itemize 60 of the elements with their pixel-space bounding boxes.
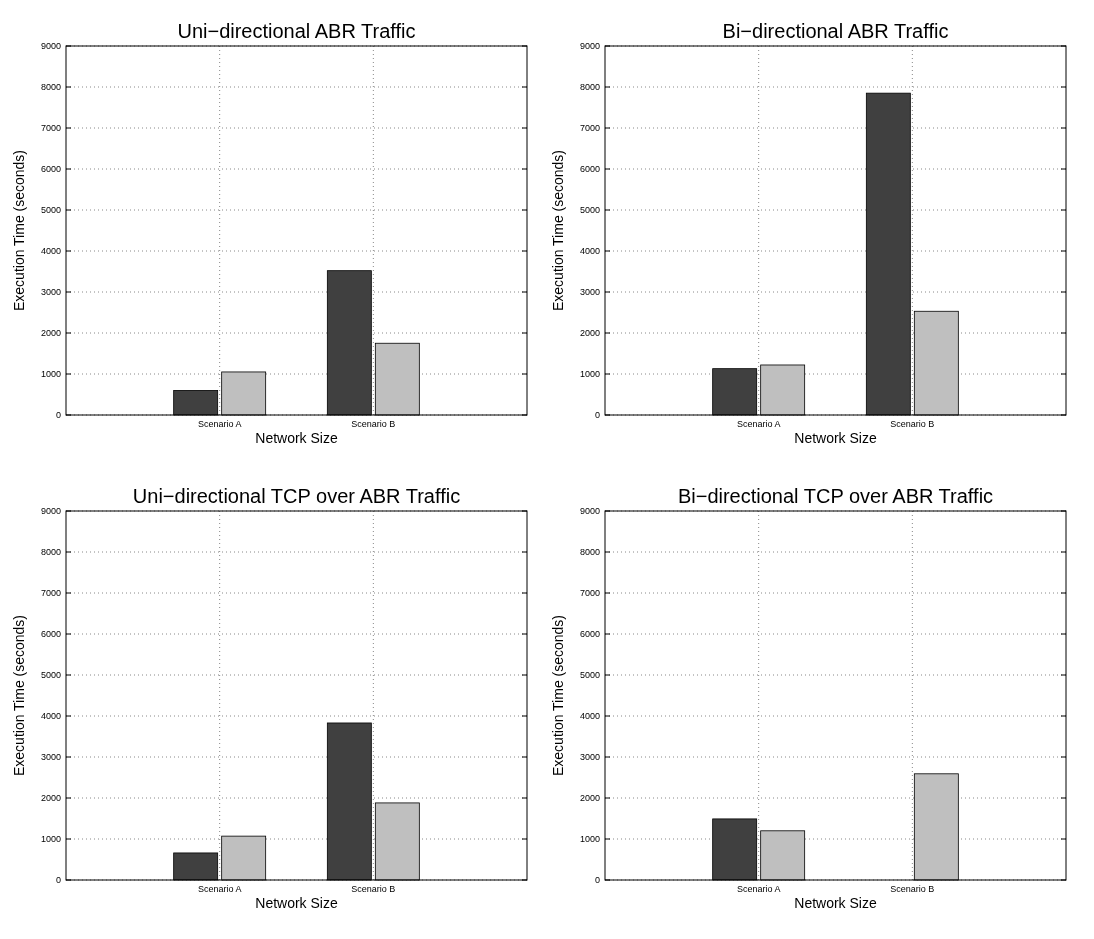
- y-tick-label: 3000: [579, 287, 600, 298]
- y-tick-label: 8000: [40, 547, 61, 558]
- y-tick-label: 4000: [40, 711, 61, 722]
- y-axis-title: Execution Time (seconds): [550, 614, 566, 777]
- x-tick-label: Scenario B: [351, 419, 396, 429]
- chart-title: Uni−directional TCP over ABR Traffic: [132, 485, 461, 507]
- x-axis-title: Network Size: [794, 430, 877, 446]
- y-tick-label: 1000: [40, 369, 61, 380]
- y-tick-label: 3000: [579, 752, 600, 763]
- y-tick-label: 4000: [40, 246, 61, 257]
- x-axis-title: Network Size: [255, 430, 338, 446]
- y-tick-label: 5000: [579, 670, 600, 681]
- y-tick-label: 2000: [40, 793, 61, 804]
- y-tick-label: 4000: [579, 246, 600, 257]
- y-tick-label: 6000: [579, 629, 600, 640]
- y-tick-label: 8000: [579, 82, 600, 93]
- y-tick-label: 0: [55, 410, 61, 421]
- y-tick-label: 6000: [579, 164, 600, 175]
- x-axis-title: Network Size: [255, 895, 338, 911]
- x-tick-label: Scenario B: [890, 884, 935, 894]
- y-tick-label: 8000: [579, 547, 600, 558]
- x-tick-label: Scenario A: [197, 419, 242, 429]
- y-tick-label: 1000: [579, 369, 600, 380]
- y-tick-label: 5000: [579, 205, 600, 216]
- x-tick-label: Scenario B: [890, 419, 935, 429]
- y-axis-title: Execution Time (seconds): [11, 149, 27, 312]
- y-tick-label: 2000: [40, 328, 61, 339]
- chart-title: Bi−directional TCP over ABR Traffic: [677, 485, 994, 507]
- y-tick-label: 8000: [40, 82, 61, 93]
- y-axis-title: Execution Time (seconds): [11, 614, 27, 777]
- y-tick-label: 9000: [579, 41, 600, 52]
- y-tick-label: 0: [594, 875, 600, 886]
- y-tick-label: 9000: [40, 41, 61, 52]
- y-axis-title: Execution Time (seconds): [550, 149, 566, 312]
- chart-title: Bi−directional ABR Traffic: [722, 20, 949, 42]
- chart-title: Uni−directional ABR Traffic: [177, 20, 416, 42]
- y-tick-label: 1000: [40, 834, 61, 845]
- y-tick-label: 3000: [40, 752, 61, 763]
- y-tick-label: 2000: [579, 328, 600, 339]
- y-tick-label: 6000: [40, 164, 61, 175]
- y-tick-label: 2000: [579, 793, 600, 804]
- y-tick-label: 1000: [579, 834, 600, 845]
- y-tick-label: 7000: [579, 123, 600, 134]
- y-tick-label: 5000: [40, 205, 61, 216]
- y-tick-label: 9000: [579, 506, 600, 517]
- x-tick-label: Scenario A: [736, 419, 781, 429]
- x-axis-title: Network Size: [794, 895, 877, 911]
- x-tick-label: Scenario A: [197, 884, 242, 894]
- y-tick-label: 7000: [40, 123, 61, 134]
- y-tick-label: 0: [594, 410, 600, 421]
- y-tick-label: 6000: [40, 629, 61, 640]
- x-tick-label: Scenario B: [351, 884, 396, 894]
- y-tick-label: 5000: [40, 670, 61, 681]
- y-tick-label: 9000: [40, 506, 61, 517]
- y-tick-label: 3000: [40, 287, 61, 298]
- x-tick-label: Scenario A: [736, 884, 781, 894]
- y-tick-label: 4000: [579, 711, 600, 722]
- y-tick-label: 7000: [40, 588, 61, 599]
- y-tick-label: 7000: [579, 588, 600, 599]
- y-tick-label: 0: [55, 875, 61, 886]
